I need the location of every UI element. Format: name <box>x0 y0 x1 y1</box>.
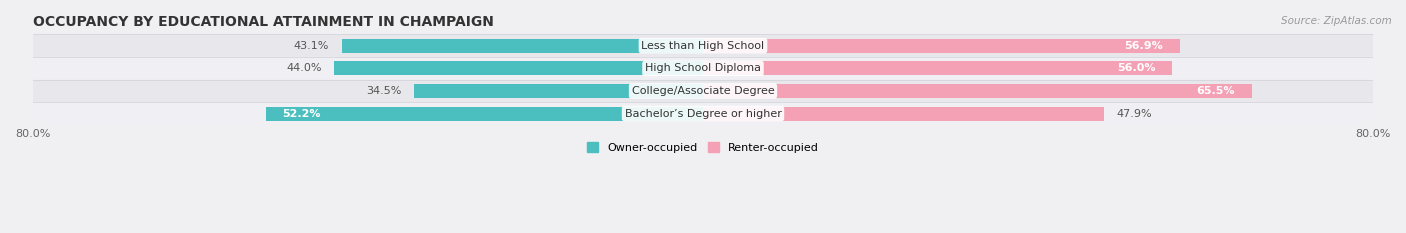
Text: 43.1%: 43.1% <box>294 41 329 51</box>
Bar <box>32 34 1374 57</box>
Text: Source: ZipAtlas.com: Source: ZipAtlas.com <box>1281 16 1392 26</box>
Text: 52.2%: 52.2% <box>283 109 321 119</box>
Text: OCCUPANCY BY EDUCATIONAL ATTAINMENT IN CHAMPAIGN: OCCUPANCY BY EDUCATIONAL ATTAINMENT IN C… <box>32 15 494 29</box>
Bar <box>703 106 1104 121</box>
Legend: Owner-occupied, Renter-occupied: Owner-occupied, Renter-occupied <box>582 138 824 157</box>
Bar <box>32 57 1374 80</box>
Bar <box>335 61 703 75</box>
Bar <box>342 39 703 53</box>
Text: 56.0%: 56.0% <box>1116 63 1156 73</box>
Text: 47.9%: 47.9% <box>1116 109 1153 119</box>
Bar <box>32 102 1374 125</box>
Text: Less than High School: Less than High School <box>641 41 765 51</box>
Text: 44.0%: 44.0% <box>287 63 322 73</box>
Bar <box>32 80 1374 102</box>
Text: 34.5%: 34.5% <box>366 86 401 96</box>
Text: High School Diploma: High School Diploma <box>645 63 761 73</box>
Bar <box>413 84 703 98</box>
Text: College/Associate Degree: College/Associate Degree <box>631 86 775 96</box>
Bar <box>703 84 1251 98</box>
Bar <box>703 39 1180 53</box>
Text: 65.5%: 65.5% <box>1197 86 1234 96</box>
Text: Bachelor’s Degree or higher: Bachelor’s Degree or higher <box>624 109 782 119</box>
Text: 56.9%: 56.9% <box>1125 41 1163 51</box>
Bar <box>703 61 1173 75</box>
Bar <box>266 106 703 121</box>
